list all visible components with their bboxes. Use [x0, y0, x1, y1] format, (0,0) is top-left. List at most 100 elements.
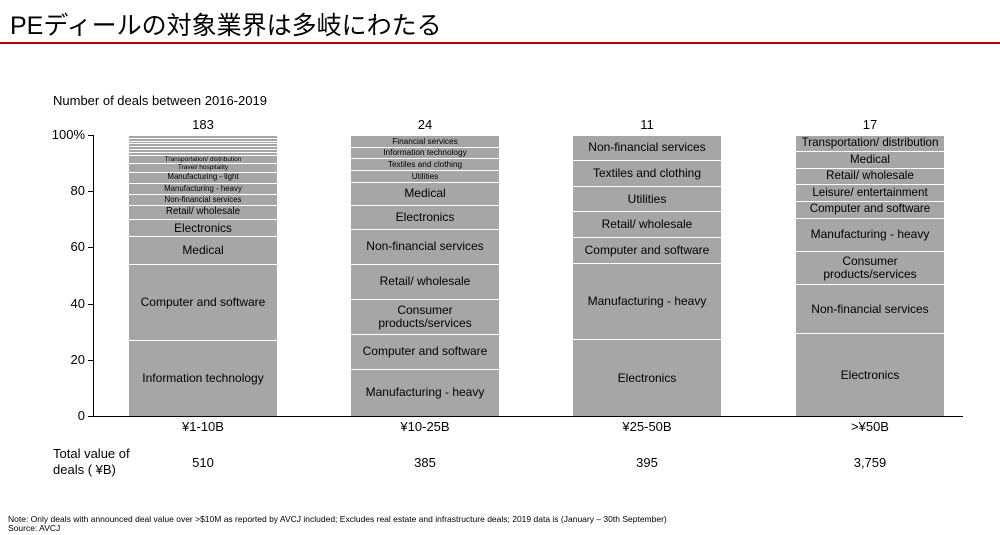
segment: Textiles and clothing [573, 160, 721, 186]
segment-label: Non-financial services [811, 301, 929, 316]
title-rule [0, 42, 1000, 44]
segment-label: Textiles and clothing [592, 165, 702, 180]
segment: Travel/ hospitality [129, 163, 277, 172]
segment-label: Computer and software [584, 242, 710, 257]
segment-label: Computer and software [362, 344, 488, 359]
segment: Transportation/ distribution [796, 134, 944, 152]
y-tick [88, 416, 93, 417]
segment-label: Manufacturing - heavy [365, 385, 485, 400]
segment-label: Travel/ hospitality [177, 164, 229, 172]
segment-label: Manufacturing - heavy [810, 227, 930, 242]
segment: Utilities [573, 185, 721, 212]
segment: Computer and software [796, 201, 944, 218]
y-tick-label: 60 [70, 239, 85, 255]
segment: Utilities [351, 170, 499, 182]
segment [129, 151, 277, 155]
x-tick-label: >¥50B [851, 419, 889, 434]
segment [129, 137, 277, 141]
segment: Leisure/ entertainment [796, 184, 944, 202]
segment-label: Computer and software [809, 202, 931, 216]
segment: Manufacturing - light [129, 171, 277, 183]
segment-label: Electronics [617, 370, 677, 385]
segment: Manufacturing - heavy [796, 217, 944, 251]
segment [129, 149, 277, 152]
note: Note: Only deals with announced deal val… [8, 514, 667, 524]
source: Source: AVCJ [8, 523, 61, 533]
deal-count: 183 [192, 117, 214, 132]
y-tick [88, 247, 93, 249]
y-tick-label: 0 [77, 408, 85, 423]
deal-count: 11 [640, 117, 654, 132]
segment [129, 143, 277, 147]
segment: Information technology [129, 340, 277, 416]
page-title: PEディールの対象業界は多岐にわたる [10, 12, 442, 40]
segment-label: Medical [404, 186, 446, 201]
segment: Electronics [129, 219, 277, 237]
segment-label: Financial services [392, 136, 458, 146]
segment: Computer and software [351, 333, 499, 370]
segment-label: Manufacturing - heavy [164, 183, 242, 193]
y-axis [93, 135, 94, 416]
y-tick-label: 20 [70, 351, 85, 367]
segment-label: Non-financial services [164, 194, 242, 204]
y-tick [88, 359, 93, 361]
segment-label: Retail/ wholesale [826, 169, 914, 183]
segment: Information technology [351, 146, 499, 159]
segment-label: Transportation/ distribution [164, 155, 242, 163]
segment-label: Medical [182, 243, 224, 258]
segment-label: Manufacturing - heavy [587, 293, 707, 308]
segment-label: Consumer products/services [378, 302, 472, 330]
segment-label: Manufacturing - light [167, 172, 239, 182]
segment-label: Non-financial services [366, 239, 484, 254]
segment: Electronics [573, 339, 721, 416]
segment [129, 140, 277, 144]
deal-value: 3,759 [853, 455, 887, 470]
segment-label: Utilities [411, 171, 439, 181]
segment-label: Textiles and clothing [387, 160, 463, 170]
deal-value: 385 [414, 455, 436, 470]
segment: Retail/ wholesale [796, 167, 944, 185]
segment-label: Utilities [627, 191, 667, 206]
y-tick-label: 100% [51, 127, 85, 142]
x-tick-label: ¥1-10B [182, 419, 224, 434]
segment: Transportation/ distribution [129, 154, 277, 164]
segment: Non-financial services [351, 228, 499, 264]
y-tick [88, 135, 93, 136]
segment: Retail/ wholesale [351, 263, 499, 299]
chart-subtitle: Number of deals between 2016-2019 [53, 93, 267, 108]
segment [129, 146, 277, 150]
segment: Medical [129, 236, 277, 265]
segment: Non-financial services [573, 134, 721, 161]
segment-label: Retail/ wholesale [165, 206, 241, 218]
x-tick-label: ¥25-50B [622, 419, 672, 434]
segment: Medical [796, 151, 944, 168]
segment: Retail/ wholesale [573, 211, 721, 237]
segment-label: Electronics [840, 367, 900, 382]
segment: Non-financial services [796, 283, 944, 334]
deal-value-label: Total value of deals ( ¥B) [53, 446, 130, 478]
segment: Financial services [351, 134, 499, 147]
segment: Consumer products/services [796, 250, 944, 284]
y-tick [88, 191, 93, 193]
y-tick [88, 303, 93, 305]
segment: Textiles and clothing [351, 158, 499, 171]
segment: Consumer products/services [351, 298, 499, 334]
segment: Retail/ wholesale [129, 205, 277, 220]
segment: Manufacturing - heavy [129, 182, 277, 194]
segment-label: Non-financial services [588, 140, 706, 155]
segment [129, 135, 277, 138]
x-axis [93, 416, 963, 417]
segment: Electronics [351, 205, 499, 229]
segment: Manufacturing - heavy [573, 262, 721, 340]
segment-label: Consumer products/services [823, 253, 917, 281]
deal-value: 395 [636, 455, 658, 470]
deal-count: 17 [862, 117, 878, 132]
segment: Computer and software [573, 237, 721, 263]
segment: Electronics [796, 333, 944, 416]
deal-count: 24 [417, 117, 433, 132]
segment-label: Transportation/ distribution [801, 136, 939, 150]
segment-label: Computer and software [140, 295, 266, 310]
segment-label: Electronics [395, 209, 455, 224]
x-tick-label: ¥10-25B [400, 419, 450, 434]
